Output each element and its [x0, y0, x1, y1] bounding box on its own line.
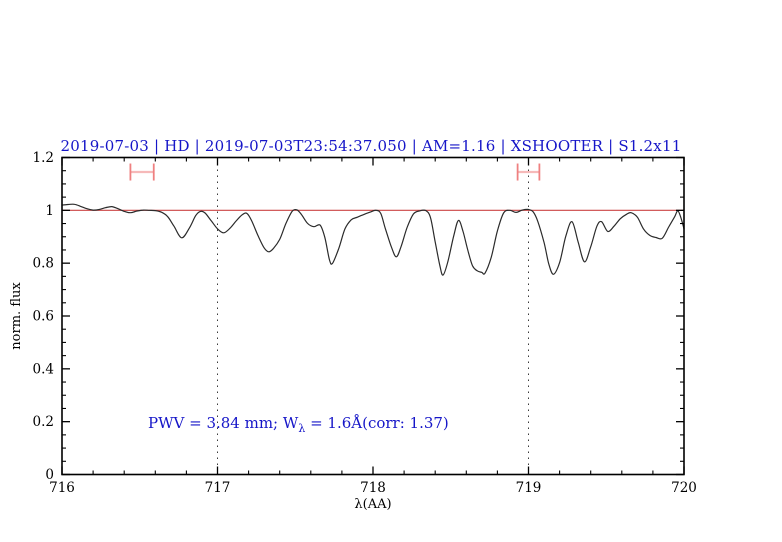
- y-tick-label: 0.2: [33, 414, 54, 430]
- y-tick-label: 0.4: [33, 361, 54, 377]
- y-axis-label: norm. flux: [9, 282, 24, 350]
- x-tick-label: 718: [360, 480, 386, 496]
- pwv-annotation-main: PWV = 3.84 mm; W: [148, 414, 299, 432]
- pwv-annotation-rest: = 1.6Å(corr: 1.37): [305, 414, 449, 432]
- pwv-annotation-subscript: λ: [298, 422, 305, 435]
- pwv-annotation: PWV = 3.84 mm; Wλ = 1.6Å(corr: 1.37): [148, 414, 449, 435]
- pwv-marker: [516, 163, 541, 181]
- x-tick-label: 717: [205, 480, 231, 496]
- chart-title: 2019-07-03 | HD | 2019-07-03T23:54:37.05…: [61, 137, 682, 155]
- y-tick-label: 0.6: [33, 309, 54, 325]
- x-tick-label: 719: [516, 480, 542, 496]
- pwv-marker: [129, 163, 155, 181]
- x-tick-label: 716: [49, 480, 75, 496]
- y-tick-label: 1.2: [33, 150, 54, 166]
- y-tick-label: 1: [45, 203, 54, 219]
- plot-area: 716 717 718 719 720 0 0.2 0.4 0.6 0.8 1 1.2: [33, 150, 697, 496]
- x-tick-label: 720: [671, 480, 697, 496]
- y-tick-label: 0.8: [33, 256, 54, 272]
- spectrum-line: [61, 203, 685, 276]
- y-tick-label: 0: [45, 467, 54, 483]
- x-axis-label: λ(AA): [354, 497, 391, 512]
